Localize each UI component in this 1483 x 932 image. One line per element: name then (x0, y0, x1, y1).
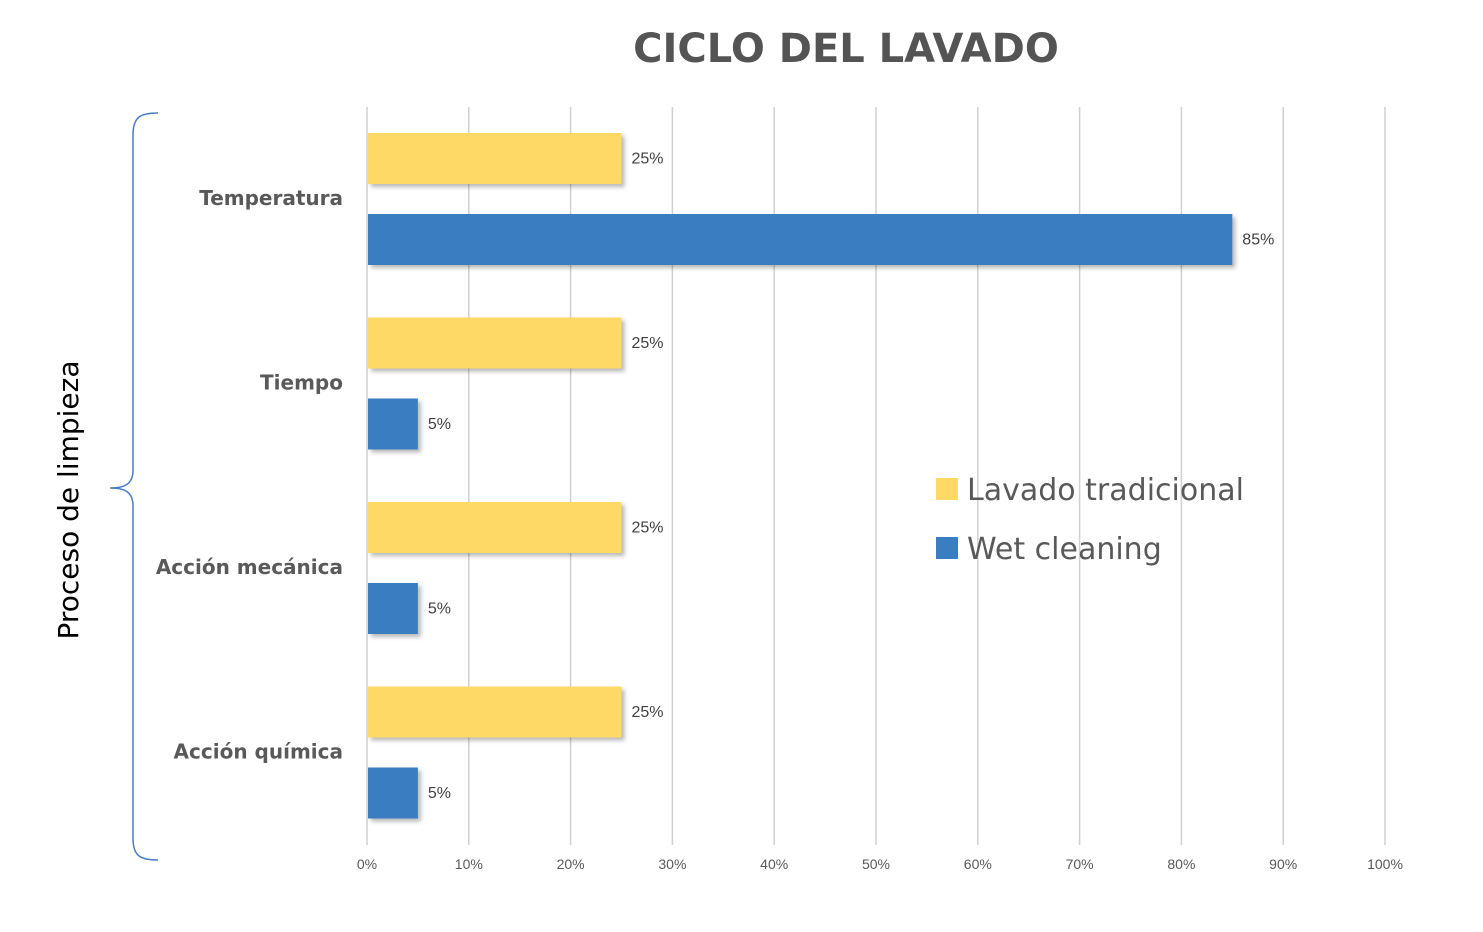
chart-title: CICLO DEL LAVADO (633, 26, 1059, 72)
data-label: 5% (428, 601, 451, 618)
bar-wet-cleaning (368, 583, 418, 634)
y-axis-label: Proceso de limpieza (52, 360, 85, 639)
data-label: 25% (632, 335, 664, 352)
legend-label: Wet cleaning (967, 532, 1162, 567)
data-label: 5% (428, 416, 451, 433)
x-tick-label: 100% (1367, 856, 1403, 872)
x-tick-label: 40% (760, 856, 788, 872)
category-label: Temperatura (199, 186, 343, 210)
legend: Lavado tradicional Wet cleaning (936, 473, 1244, 567)
x-tick-label: 10% (455, 856, 483, 872)
category-label: Acción química (174, 740, 343, 764)
bars (368, 133, 1233, 819)
x-tick-labels: 0% 10% 20% 30% 40% 50% 60% 70% 80% 90% 100% (357, 856, 1403, 872)
x-tick-label: 90% (1269, 856, 1297, 872)
x-tick-label: 50% (862, 856, 890, 872)
data-label: 25% (632, 151, 664, 168)
legend-label: Lavado tradicional (967, 473, 1244, 508)
data-label: 5% (428, 785, 451, 802)
data-label: 25% (632, 704, 664, 721)
x-tick-label: 20% (557, 856, 585, 872)
bar-wet-cleaning (368, 398, 418, 450)
bar-lavado-tradicional (368, 133, 622, 184)
bar-wet-cleaning (368, 767, 418, 819)
category-label: Tiempo (260, 371, 343, 395)
category-label: Acción mecánica (156, 555, 343, 579)
x-tick-label: 70% (1066, 856, 1094, 872)
x-tick-label: 30% (658, 856, 686, 872)
bar-lavado-tradicional (368, 502, 622, 553)
bar-wet-cleaning (368, 214, 1233, 265)
data-label: 85% (1242, 232, 1274, 249)
data-labels: 25% 85% 25% 5% 25% 5% 25% 5% (428, 151, 1274, 803)
category-brace (109, 112, 159, 861)
legend-swatch (936, 537, 958, 559)
x-tick-label: 60% (964, 856, 992, 872)
bar-lavado-tradicional (368, 317, 622, 369)
data-label: 25% (632, 520, 664, 537)
legend-swatch (936, 478, 958, 500)
category-labels: Temperatura Tiempo Acción mecánica Acción q… (156, 186, 343, 764)
x-tick-label: 0% (357, 856, 377, 872)
x-tick-label: 80% (1167, 856, 1195, 872)
bar-lavado-tradicional (368, 686, 622, 738)
